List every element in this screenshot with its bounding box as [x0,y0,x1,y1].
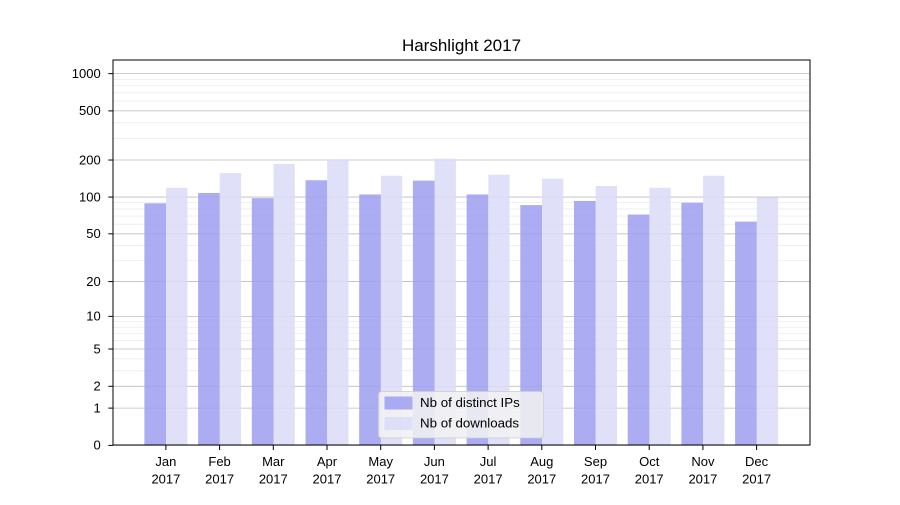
svg-text:2017: 2017 [259,472,288,487]
svg-text:10: 10 [86,309,100,324]
svg-text:2017: 2017 [527,472,556,487]
svg-text:Nb of distinct IPs: Nb of distinct IPs [420,395,520,410]
svg-text:Jul: Jul [480,454,497,469]
svg-text:Harshlight 2017: Harshlight 2017 [402,36,521,55]
svg-text:1000: 1000 [72,66,101,81]
svg-text:50: 50 [86,226,100,241]
svg-text:May: May [368,454,393,469]
svg-text:2017: 2017 [635,472,664,487]
svg-text:2017: 2017 [474,472,503,487]
svg-text:2017: 2017 [151,472,180,487]
svg-text:100: 100 [79,189,101,204]
svg-text:5: 5 [93,341,100,356]
svg-text:2017: 2017 [688,472,717,487]
svg-text:2017: 2017 [366,472,395,487]
svg-text:2017: 2017 [205,472,234,487]
svg-text:Feb: Feb [208,454,230,469]
svg-text:Jan: Jan [155,454,176,469]
svg-text:2017: 2017 [313,472,342,487]
svg-text:2: 2 [93,379,100,394]
svg-text:200: 200 [79,152,101,167]
svg-text:0: 0 [93,438,100,453]
svg-text:Apr: Apr [317,454,338,469]
svg-text:Sep: Sep [584,454,607,469]
svg-text:1: 1 [93,400,100,415]
svg-text:Dec: Dec [745,454,769,469]
svg-text:500: 500 [79,103,101,118]
svg-text:2017: 2017 [420,472,449,487]
svg-text:2017: 2017 [742,472,771,487]
svg-text:Aug: Aug [530,454,553,469]
svg-text:Nov: Nov [691,454,715,469]
svg-text:20: 20 [86,274,100,289]
svg-text:Oct: Oct [639,454,660,469]
svg-text:Nb of downloads: Nb of downloads [420,416,519,431]
svg-text:Jun: Jun [424,454,445,469]
svg-text:Mar: Mar [262,454,285,469]
svg-text:2017: 2017 [581,472,610,487]
